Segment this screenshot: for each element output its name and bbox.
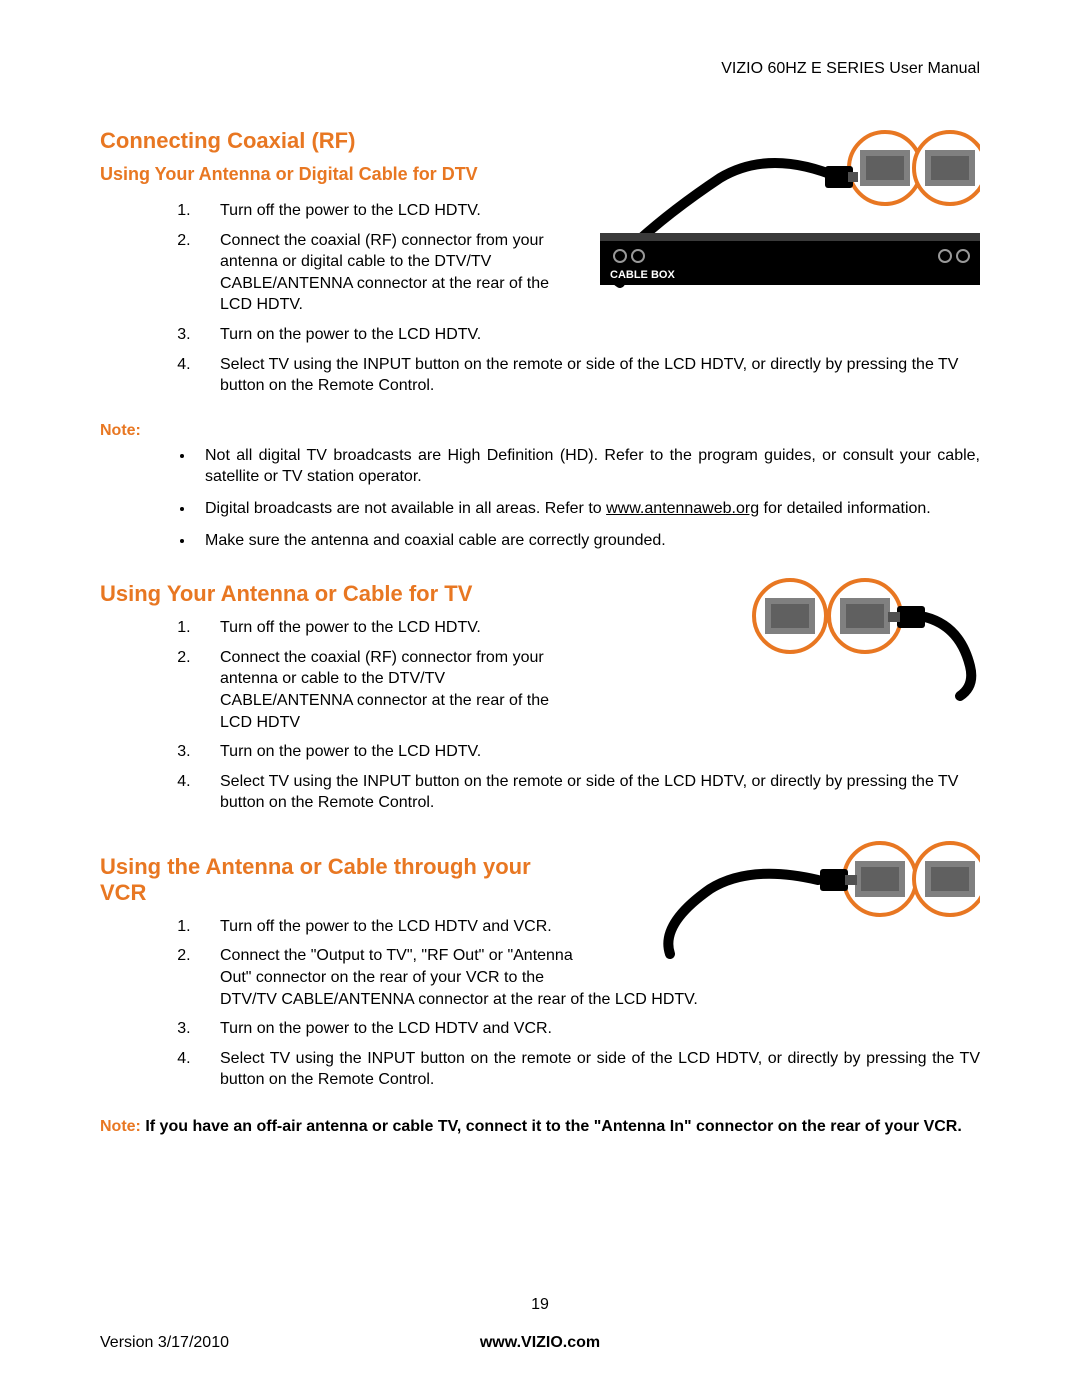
final-note-label: Note: [100,1118,141,1135]
page-footer: 19 Version 3/17/2010 www.VIZIO.com [100,1296,980,1352]
footer-spacer [687,1334,980,1352]
final-note-text: If you have an off-air antenna or cable … [141,1118,962,1135]
list-item: Select TV using the INPUT button on the … [195,1048,980,1091]
section1-note-label: Note: [100,422,980,440]
note2-suffix: for detailed information. [759,500,931,517]
cable-box-label: CABLE BOX [610,269,675,281]
list-item: Turn on the power to the LCD HDTV and VC… [195,1018,980,1040]
section1-notes: Not all digital TV broadcasts are High D… [100,445,980,551]
footer-version: Version 3/17/2010 [100,1334,393,1352]
note2-prefix: Digital broadcasts are not available in … [205,500,606,517]
list-item: Digital broadcasts are not available in … [195,498,980,520]
list-item: Select TV using the INPUT button on the … [195,354,980,397]
footer-page-number: 19 [100,1296,980,1314]
illustration-1: CABLE BOX [590,128,980,288]
list-item: Turn on the power to the LCD HDTV. [195,741,980,763]
illustration-3 [590,834,980,964]
footer-website: www.VIZIO.com [393,1334,686,1352]
list-item: Not all digital TV broadcasts are High D… [195,445,980,488]
header-manual-title: VIZIO 60HZ E SERIES User Manual [100,60,980,78]
list-item: Select TV using the INPUT button on the … [195,771,980,814]
list-item: Turn on the power to the LCD HDTV. [195,324,980,346]
list-item: Make sure the antenna and coaxial cable … [195,530,980,552]
section3-final-note: Note: If you have an off-air antenna or … [100,1116,980,1138]
antennaweb-link[interactable]: www.antennaweb.org [606,500,759,517]
illustration-2 [590,571,980,701]
